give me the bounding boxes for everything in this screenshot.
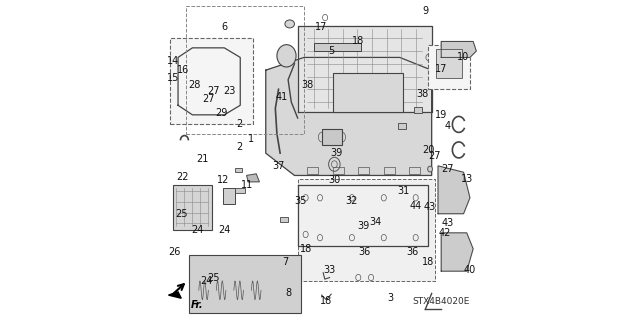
Text: 16: 16 — [177, 65, 189, 75]
Text: 43: 43 — [424, 202, 436, 212]
Text: 21: 21 — [196, 154, 208, 165]
Bar — [398, 123, 406, 129]
Text: 15: 15 — [167, 73, 179, 83]
Text: 12: 12 — [216, 175, 229, 185]
Text: 1: 1 — [248, 134, 255, 144]
Text: 24: 24 — [218, 225, 230, 235]
Text: 44: 44 — [410, 201, 422, 211]
Text: 18: 18 — [300, 244, 312, 254]
Bar — [234, 168, 243, 172]
Text: 38: 38 — [301, 79, 314, 90]
Text: 17: 17 — [435, 63, 447, 74]
Text: 35: 35 — [294, 196, 307, 206]
Polygon shape — [298, 26, 431, 112]
Text: 38: 38 — [416, 89, 428, 99]
Text: 6: 6 — [221, 22, 227, 32]
Bar — [333, 167, 344, 174]
Text: 34: 34 — [370, 217, 382, 227]
Text: 37: 37 — [273, 161, 285, 171]
Ellipse shape — [277, 45, 296, 67]
Bar — [307, 167, 319, 174]
Text: 24: 24 — [200, 276, 213, 286]
Text: 29: 29 — [215, 108, 227, 118]
Text: 9: 9 — [422, 6, 428, 16]
Polygon shape — [441, 41, 476, 57]
Bar — [223, 188, 236, 204]
Bar — [173, 185, 212, 230]
Polygon shape — [246, 174, 259, 182]
Text: 18: 18 — [352, 36, 364, 47]
Text: 24: 24 — [191, 225, 204, 235]
Text: 36: 36 — [406, 247, 419, 257]
Text: 8: 8 — [285, 288, 291, 299]
Text: 43: 43 — [442, 218, 454, 228]
Text: 3: 3 — [387, 293, 393, 303]
Text: Fr.: Fr. — [191, 300, 204, 310]
Polygon shape — [168, 292, 181, 298]
Text: 4: 4 — [445, 121, 451, 131]
Bar — [170, 38, 253, 124]
Text: 41: 41 — [276, 92, 288, 102]
Text: 39: 39 — [357, 221, 369, 232]
Text: 27: 27 — [429, 151, 441, 161]
Text: 28: 28 — [188, 79, 200, 90]
Bar — [358, 167, 369, 174]
Bar — [384, 167, 395, 174]
Text: 17: 17 — [316, 22, 328, 32]
Ellipse shape — [285, 20, 294, 28]
Text: 27: 27 — [442, 164, 454, 174]
Bar — [298, 179, 435, 281]
Text: 27: 27 — [202, 94, 214, 104]
Bar — [280, 217, 288, 222]
Bar — [414, 107, 422, 113]
Text: 19: 19 — [435, 110, 447, 120]
Text: 18: 18 — [320, 296, 333, 307]
Text: 23: 23 — [223, 86, 236, 96]
Text: 20: 20 — [422, 145, 435, 155]
Text: 11: 11 — [241, 180, 253, 190]
Polygon shape — [438, 166, 470, 214]
Text: 2: 2 — [237, 142, 243, 152]
Text: 14: 14 — [167, 56, 179, 66]
Bar — [189, 255, 301, 313]
Text: 31: 31 — [397, 186, 409, 197]
Text: 13: 13 — [461, 174, 473, 184]
Bar — [236, 188, 245, 193]
Text: 7: 7 — [282, 256, 288, 267]
Ellipse shape — [428, 166, 433, 172]
Text: 25: 25 — [175, 209, 188, 219]
Bar — [314, 43, 362, 51]
Polygon shape — [298, 185, 428, 246]
Text: 25: 25 — [207, 272, 220, 283]
Text: 36: 36 — [358, 247, 371, 257]
Text: 33: 33 — [323, 264, 336, 275]
Bar — [428, 45, 470, 89]
Polygon shape — [441, 233, 473, 271]
Text: 30: 30 — [328, 175, 340, 185]
Bar — [410, 167, 420, 174]
Text: 32: 32 — [346, 196, 358, 206]
Text: 2: 2 — [237, 119, 243, 130]
Bar — [321, 129, 342, 145]
Text: 10: 10 — [458, 52, 470, 63]
Text: 22: 22 — [177, 172, 189, 182]
Text: 18: 18 — [422, 256, 435, 267]
Polygon shape — [266, 57, 431, 175]
Text: 5: 5 — [328, 46, 334, 56]
Text: 42: 42 — [438, 228, 451, 238]
Text: 40: 40 — [464, 264, 476, 275]
Bar — [186, 6, 304, 134]
Text: STX4B4020E: STX4B4020E — [413, 297, 470, 306]
Text: 26: 26 — [169, 247, 181, 257]
Text: 27: 27 — [207, 86, 220, 96]
Text: 39: 39 — [330, 148, 342, 158]
Bar — [436, 49, 462, 78]
Bar — [333, 73, 403, 112]
